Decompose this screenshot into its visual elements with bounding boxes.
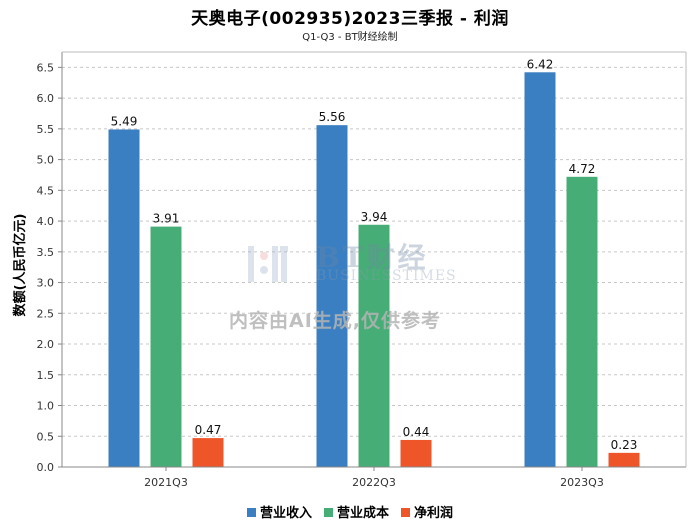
legend-label: 营业收入 (259, 506, 312, 521)
bars-layer: 5.49 3.91 0.47 5.56 3.94 0.44 6.42 4.72 0.23 (108, 57, 640, 468)
bar-value-label: 4.72 (569, 162, 596, 176)
y-tick-label: 4.5 (37, 184, 55, 197)
axis-layer: 0.0 0.5 1.0 1.5 2.0 2.5 3.0 3.5 4.0 4.5 5.0 5.5 6.0 6… (37, 51, 687, 489)
legend-label: 净利润 (414, 506, 454, 521)
bar (150, 226, 182, 467)
x-tick-label: 2022Q3 (352, 476, 396, 489)
bar (566, 176, 598, 467)
watermark-brand-sub: BUSINESSTIMES (316, 268, 457, 284)
bar-value-label: 3.91 (153, 212, 180, 226)
legend: 营业收入 营业成本 净利润 (0, 502, 700, 521)
y-tick-label: 3.5 (37, 246, 55, 259)
legend-label: 营业成本 (336, 506, 389, 521)
legend-item: 营业收入 (246, 502, 312, 521)
bar (524, 72, 556, 468)
y-tick-label: 0.5 (37, 430, 55, 443)
y-tick-label: 2.0 (37, 338, 55, 351)
bar (316, 125, 348, 467)
bar-value-label: 5.56 (319, 110, 346, 124)
watermark: BT财经 BUSINESSTIMES (230, 232, 490, 292)
legend-swatch (323, 508, 333, 517)
y-tick-label: 2.5 (37, 307, 55, 320)
legend-swatch (246, 508, 256, 517)
legend-swatch (401, 508, 410, 517)
bar-value-label: 5.49 (111, 114, 138, 128)
bar (108, 129, 140, 467)
legend-item: 营业成本 (323, 502, 389, 521)
chart-subtitle: Q1-Q3 - BT财经绘制 (302, 32, 398, 43)
bar-value-label: 3.94 (361, 210, 388, 224)
watermark-note: 内容由AI生成,仅供参考 (229, 310, 441, 332)
legend-item: 净利润 (401, 502, 453, 521)
bar-value-label: 6.42 (527, 57, 554, 71)
watermark-brand: BT财经 (316, 241, 429, 274)
x-tick-label: 2021Q3 (144, 476, 188, 489)
y-tick-label: 5.0 (37, 154, 55, 167)
bar (358, 224, 390, 467)
bar (400, 439, 432, 467)
y-tick-label: 6.5 (37, 61, 55, 74)
y-tick-label: 1.5 (37, 369, 55, 382)
y-tick-label: 1.0 (37, 400, 55, 413)
bar-value-label: 0.47 (195, 423, 222, 437)
bar-value-label: 0.23 (611, 438, 638, 452)
y-tick-label: 0.0 (37, 461, 55, 474)
bt-logo-icon (248, 246, 288, 282)
y-tick-label: 4.0 (37, 215, 55, 228)
y-tick-label: 6.0 (37, 92, 55, 105)
bar (608, 452, 640, 467)
y-tick-label: 5.5 (37, 123, 55, 136)
y-tick-label: 3.0 (37, 277, 55, 290)
x-tick-label: 2023Q3 (560, 476, 604, 489)
bar (192, 438, 224, 467)
y-axis-label: 数额(人民币亿元) (12, 214, 28, 317)
bar-value-label: 0.44 (403, 425, 430, 439)
chart-title: 天奥电子(002935)2023三季报 - 利润 (191, 9, 509, 29)
